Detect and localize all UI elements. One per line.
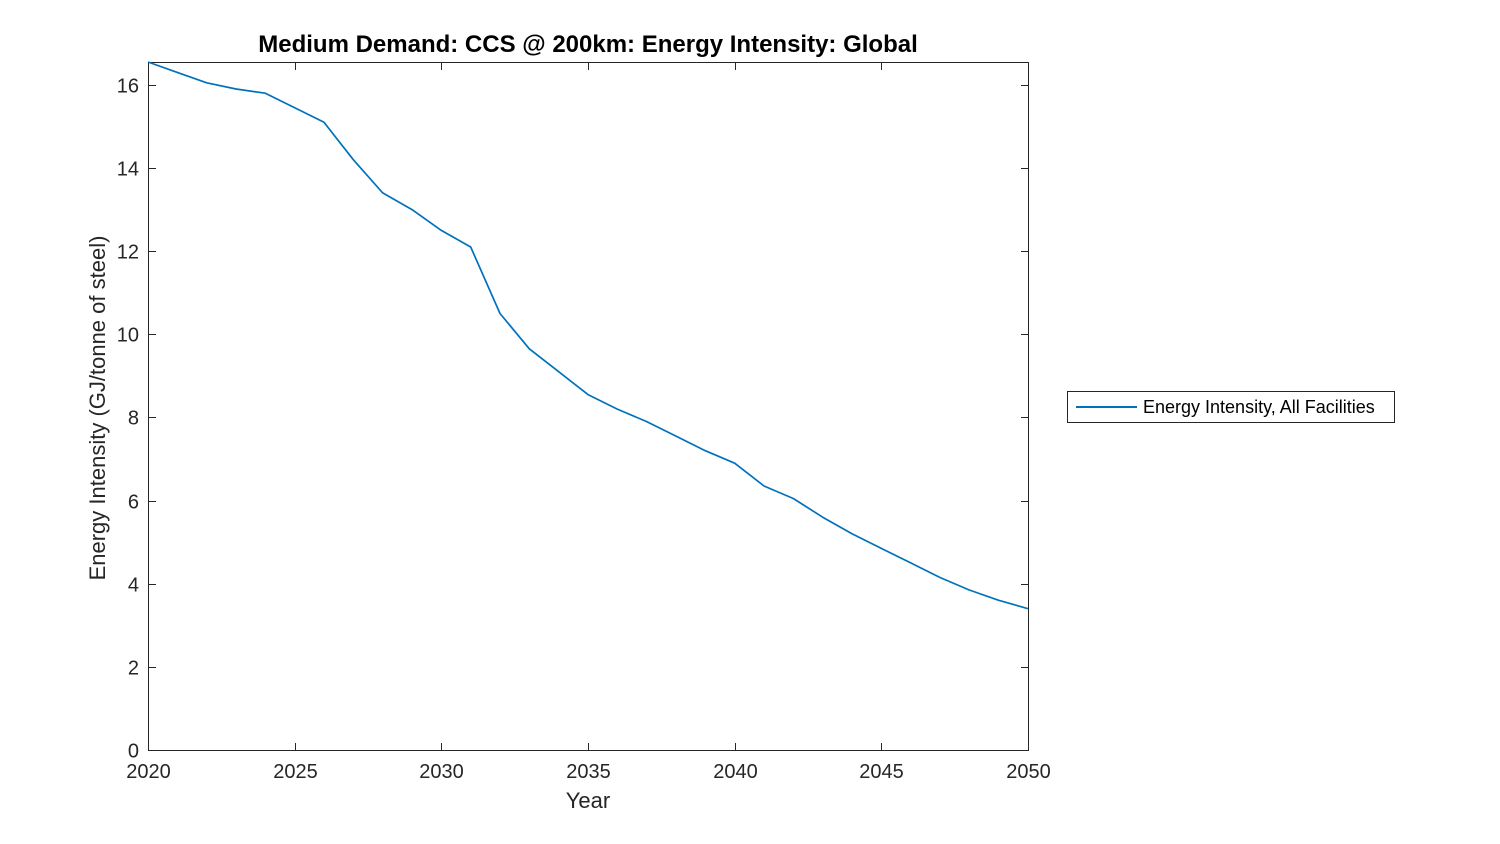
- y-tick-label: 2: [128, 658, 139, 680]
- y-tick-label: 4: [128, 575, 139, 597]
- x-tick-label: 2050: [1006, 761, 1051, 783]
- x-axis-label: Year: [565, 788, 611, 813]
- y-tick-label: 6: [128, 492, 139, 514]
- chart-title: Medium Demand: CCS @ 200km: Energy Inten…: [258, 31, 918, 58]
- y-tick-label: 12: [117, 242, 139, 264]
- y-tick-label: 8: [128, 408, 139, 430]
- x-tick-label: 2020: [126, 761, 171, 783]
- legend-label: Energy Intensity, All Facilities: [1143, 396, 1375, 417]
- y-tick-label: 16: [117, 76, 139, 98]
- x-tick-label: 2025: [273, 761, 318, 783]
- x-tick-label: 2035: [566, 761, 611, 783]
- plot-border: [148, 62, 1029, 751]
- legend-line-sample: [1076, 406, 1137, 408]
- y-tick-label: 0: [128, 741, 139, 763]
- x-tick-label: 2030: [419, 761, 464, 783]
- x-tick-label: 2045: [859, 761, 904, 783]
- legend: Energy Intensity, All Facilities: [1067, 391, 1395, 423]
- y-tick-label: 10: [117, 325, 139, 347]
- x-tick-label: 2040: [713, 761, 758, 783]
- y-tick-label: 14: [117, 159, 139, 181]
- series-line-energy-intensity: [147, 61, 1029, 610]
- y-axis-label: Energy Intensity (GJ/tonne of steel): [85, 235, 110, 581]
